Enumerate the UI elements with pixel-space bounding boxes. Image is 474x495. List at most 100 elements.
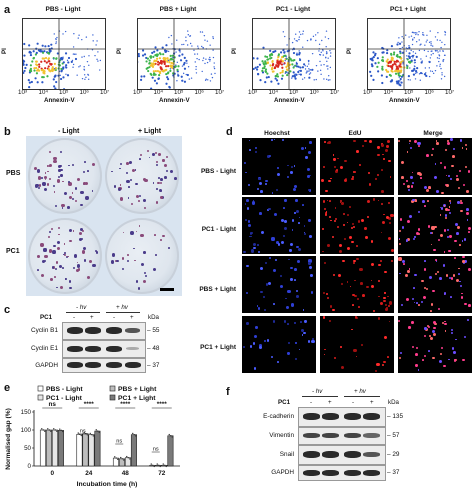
cell-nucleus [459,169,462,173]
cell-nucleus [308,262,311,265]
panel-f-mw-135: – 135 [387,413,404,420]
colony-dot [54,276,56,278]
cell-nucleus [444,330,447,333]
cell-nucleus [248,139,251,141]
cell-nucleus [281,219,285,223]
cell-nucleus [370,279,373,282]
colony-dot [119,197,124,201]
cell-nucleus [283,226,287,230]
cell-nucleus [460,292,463,295]
colony-dot [79,232,83,236]
cell-nucleus [293,187,297,192]
bar-4-48 [130,434,137,467]
cell-nucleus [415,200,418,202]
panel-f-mw-29: – 29 [387,451,400,458]
colony-dot [52,250,56,254]
panel-b-row-pc1: PC1 [6,248,20,255]
cell-nucleus [467,319,470,321]
cell-nucleus [448,212,451,215]
cell-nucleus [352,225,355,228]
cell-nucleus [294,212,296,214]
colony-dot [162,235,165,238]
data-point [159,465,161,468]
flow-plot-xlabel-4: Annexin-V [389,97,420,104]
cell-nucleus [428,185,431,189]
cell-nucleus [283,207,285,209]
cell-nucleus [280,274,283,277]
data-point [44,430,46,432]
colony-dot [74,187,78,190]
data-point [47,428,49,430]
flow-plot-2-xtick: 10⁴ [153,89,164,96]
cell-nucleus [447,228,450,231]
blot-vimentin [298,427,386,445]
data-point [123,459,125,461]
cell-nucleus [436,141,440,145]
colony-dot [46,165,49,167]
cell-nucleus [352,223,355,226]
cell-nucleus [386,145,389,148]
panel-c-letter: c [4,304,11,316]
colony-dot [68,182,72,186]
cell-nucleus [406,179,408,182]
colony-dot [160,181,163,185]
cell-nucleus [417,142,421,146]
cell-nucleus [353,261,356,264]
colony-dot [130,202,134,206]
cell-nucleus [259,189,263,193]
cell-nucleus [452,347,455,350]
panel-c-mw-37: – 37 [147,362,160,369]
legend-swatch-2 [109,385,116,392]
data-point [117,458,119,460]
cell-nucleus [413,140,417,144]
cell-nucleus [437,238,441,242]
data-point [120,456,122,459]
cell-nucleus [357,219,361,223]
colony-dot [54,268,57,271]
cell-nucleus [414,352,418,356]
colony-dot [49,278,53,281]
data-point [127,457,129,459]
cell-nucleus [249,232,253,235]
colony-dot [61,207,64,209]
cell-nucleus [322,250,325,253]
colony-dot [119,162,123,166]
cell-nucleus [323,353,326,356]
colony-dot [126,179,130,183]
colony-dot [138,225,141,227]
cell-nucleus [353,170,356,173]
cell-nucleus [328,320,331,323]
colony-dot [160,196,163,200]
cell-nucleus [451,165,454,168]
cell-nucleus [268,154,271,157]
cell-nucleus [407,188,410,191]
cell-nucleus [268,281,272,285]
colony-dot [140,262,144,266]
colony-dot [40,243,44,247]
data-point [98,431,100,433]
cell-nucleus [277,243,281,246]
panel-c-group-minus-hv: - hv [76,304,87,311]
cell-nucleus [439,214,442,216]
cell-nucleus [445,216,448,219]
sig-label-top-3: **** [120,401,130,408]
flow-plot-3-xtick: 10⁴ [268,89,279,96]
colony-dot [125,172,128,175]
cell-nucleus [443,229,447,233]
cell-nucleus [432,289,435,293]
cell-nucleus [267,339,270,342]
cell-nucleus [310,274,313,277]
cell-nucleus [466,219,469,221]
bar-2-0 [45,429,52,467]
colony-dot [58,226,61,230]
cell-nucleus [443,250,446,253]
cell-nucleus [462,260,465,264]
cell-nucleus [283,320,287,323]
cell-nucleus [399,352,403,355]
colony-dot [96,251,99,254]
cell-nucleus [244,171,247,174]
colony-dot [117,187,122,191]
sig-label-low-3: ns [153,447,159,453]
data-point [62,430,64,433]
cell-nucleus [424,205,426,208]
